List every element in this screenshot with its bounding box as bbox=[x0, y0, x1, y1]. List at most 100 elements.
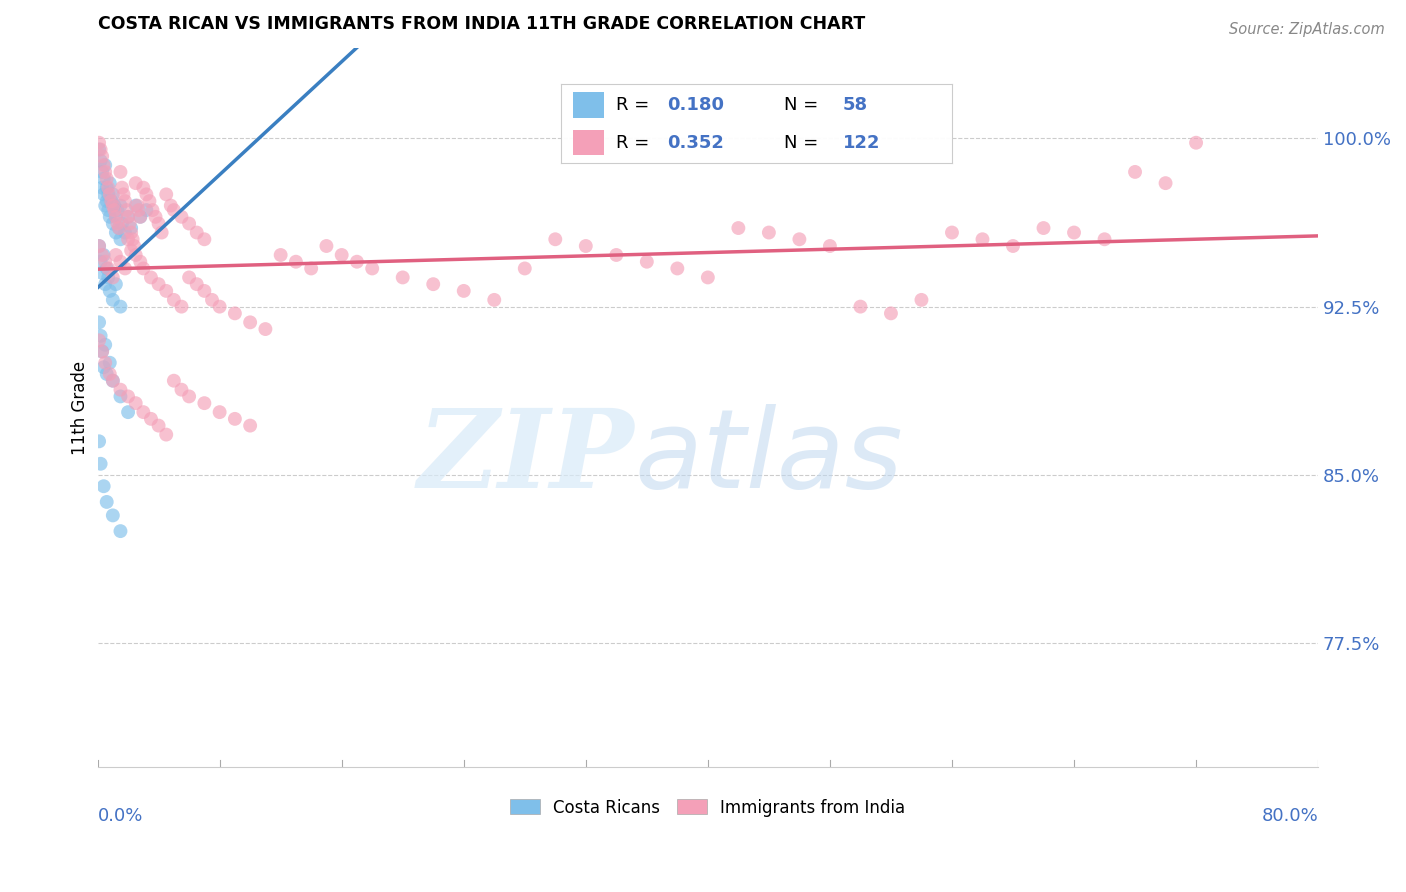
Point bbox=[284, 254, 307, 268]
Point bbox=[186, 277, 208, 292]
Point bbox=[422, 277, 444, 292]
Point bbox=[100, 194, 122, 208]
Point bbox=[104, 248, 127, 262]
Point bbox=[93, 479, 115, 493]
Point bbox=[91, 149, 114, 163]
Point bbox=[138, 194, 160, 208]
Point bbox=[93, 158, 115, 172]
Point bbox=[132, 180, 155, 194]
Point bbox=[163, 293, 186, 307]
Point bbox=[299, 261, 322, 276]
Point bbox=[110, 389, 132, 403]
Point bbox=[666, 261, 689, 276]
Point bbox=[1154, 176, 1177, 190]
Point bbox=[544, 232, 567, 246]
Text: 0.0%: 0.0% bbox=[97, 807, 143, 825]
Point bbox=[110, 524, 132, 538]
Point bbox=[155, 284, 177, 298]
Point bbox=[90, 328, 112, 343]
Point bbox=[101, 374, 124, 388]
Point bbox=[97, 187, 120, 202]
Point bbox=[170, 210, 193, 224]
Point bbox=[315, 239, 337, 253]
Point bbox=[575, 239, 598, 253]
Point bbox=[115, 203, 138, 218]
Point bbox=[239, 418, 262, 433]
Point bbox=[139, 412, 162, 426]
Point bbox=[112, 187, 135, 202]
Point bbox=[128, 203, 150, 218]
Point bbox=[789, 232, 811, 246]
Point bbox=[129, 210, 152, 224]
Point bbox=[125, 396, 148, 410]
Point bbox=[696, 270, 718, 285]
Point bbox=[224, 412, 246, 426]
Point bbox=[104, 210, 127, 224]
Point bbox=[107, 203, 129, 218]
Point bbox=[90, 254, 112, 268]
Point bbox=[93, 187, 115, 202]
Point bbox=[87, 239, 110, 253]
Point bbox=[104, 277, 127, 292]
Point bbox=[1185, 136, 1208, 150]
Point bbox=[94, 165, 117, 179]
Point bbox=[91, 266, 114, 280]
Point bbox=[94, 356, 117, 370]
Point bbox=[110, 198, 132, 212]
Point bbox=[605, 248, 627, 262]
Point bbox=[96, 171, 118, 186]
Point bbox=[103, 203, 125, 218]
Point bbox=[1032, 221, 1054, 235]
Point bbox=[117, 210, 139, 224]
Point bbox=[90, 143, 112, 157]
Point bbox=[148, 277, 170, 292]
Point bbox=[110, 232, 132, 246]
Point bbox=[170, 300, 193, 314]
Point bbox=[101, 508, 124, 523]
Point bbox=[122, 239, 145, 253]
Point bbox=[97, 180, 120, 194]
Point bbox=[179, 389, 201, 403]
Point bbox=[155, 427, 177, 442]
Point bbox=[87, 315, 110, 329]
Point bbox=[727, 221, 749, 235]
Point bbox=[101, 293, 124, 307]
Point bbox=[484, 293, 506, 307]
Point bbox=[93, 171, 115, 186]
Point bbox=[880, 306, 903, 320]
Point bbox=[97, 203, 120, 218]
Point bbox=[330, 248, 353, 262]
Point bbox=[132, 405, 155, 419]
Point bbox=[125, 198, 148, 212]
Point bbox=[758, 226, 780, 240]
Point bbox=[120, 244, 142, 258]
Point bbox=[104, 210, 127, 224]
Point bbox=[453, 284, 475, 298]
Point bbox=[117, 232, 139, 246]
Point bbox=[135, 187, 157, 202]
Point bbox=[170, 383, 193, 397]
Point bbox=[125, 248, 148, 262]
Point bbox=[110, 254, 132, 268]
Point bbox=[117, 210, 139, 224]
Point bbox=[108, 221, 131, 235]
Point bbox=[94, 338, 117, 352]
Point bbox=[121, 232, 143, 246]
Point bbox=[98, 210, 121, 224]
Point bbox=[1094, 232, 1116, 246]
Point bbox=[148, 217, 170, 231]
Point bbox=[208, 405, 231, 419]
Point bbox=[96, 180, 118, 194]
Point bbox=[107, 217, 129, 231]
Point bbox=[91, 165, 114, 179]
Point bbox=[90, 153, 112, 168]
Point bbox=[132, 261, 155, 276]
Point bbox=[97, 270, 120, 285]
Point bbox=[110, 300, 132, 314]
Point bbox=[193, 232, 215, 246]
Point bbox=[114, 226, 136, 240]
Point bbox=[148, 418, 170, 433]
Point bbox=[87, 434, 110, 449]
Point bbox=[91, 344, 114, 359]
Point bbox=[100, 194, 122, 208]
